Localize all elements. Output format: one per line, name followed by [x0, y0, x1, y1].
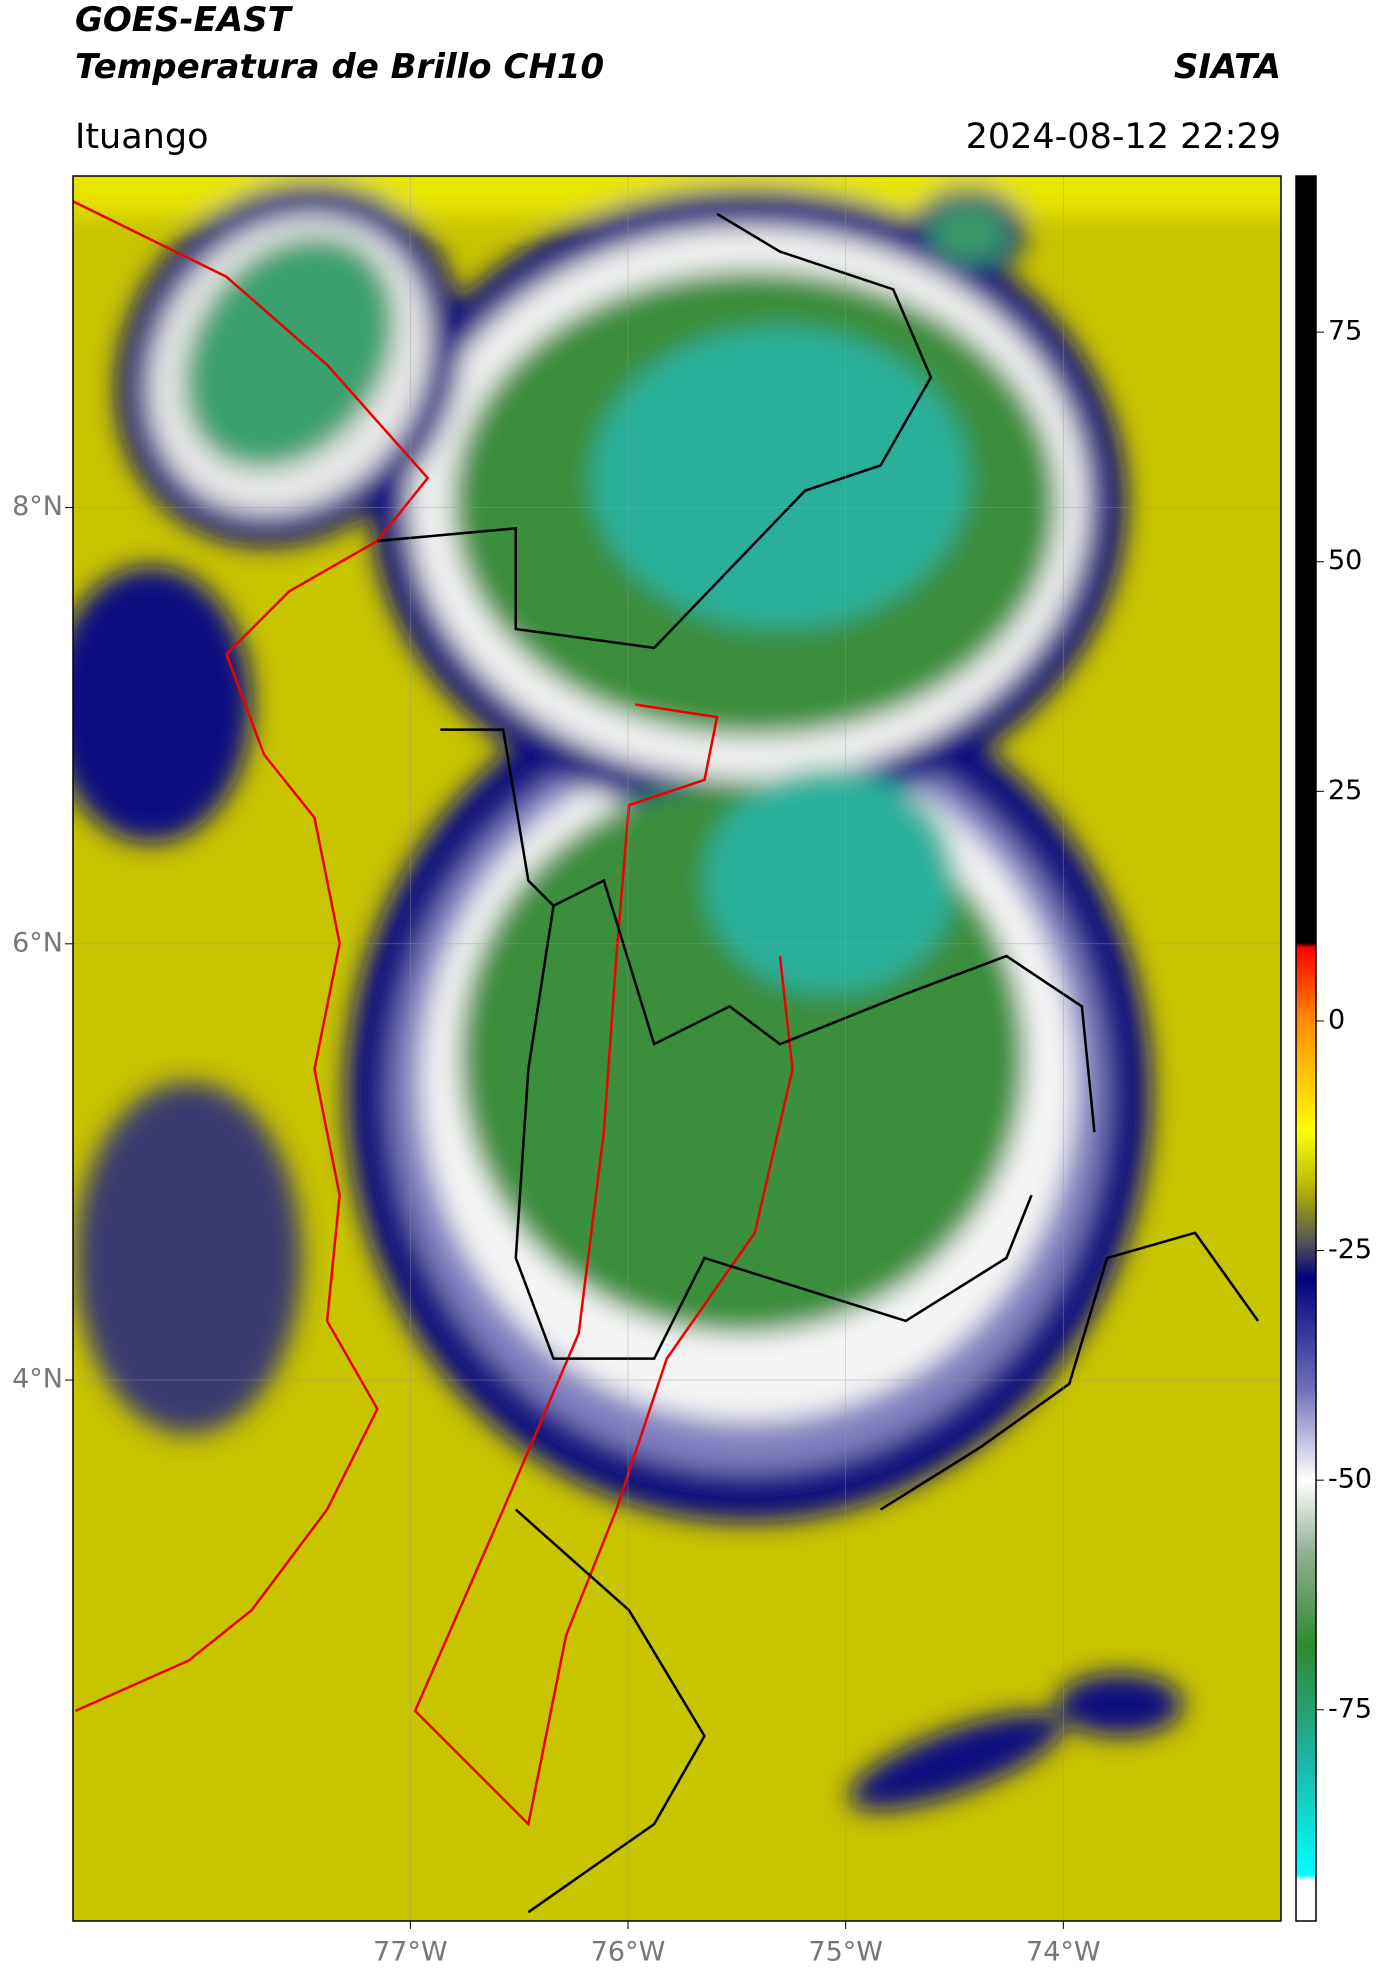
- colorbar-tick-label: 25: [1328, 775, 1362, 806]
- y-tick-label: 6°N: [12, 927, 63, 958]
- datetime: 2024-08-12 22:29: [966, 117, 1281, 157]
- y-tick-label: 4°N: [12, 1364, 63, 1395]
- satellite-image: [73, 176, 1281, 1921]
- axes: 77°W 76°W 75°W 74°W 8°N 6°N 4°N 75 50 25 0 -25 -50 -7…: [12, 176, 1372, 1968]
- colorbar-tick-label: 0: [1328, 1004, 1345, 1035]
- source: SIATA: [1174, 47, 1281, 87]
- subtitle: Temperatura de Brillo CH10: [75, 47, 604, 87]
- location: Ituango: [75, 117, 209, 157]
- colorbar: [1295, 175, 1317, 1922]
- x-tick-label: 76°W: [591, 1937, 666, 1968]
- y-tick-label: 8°N: [12, 491, 63, 522]
- x-tick-label: 75°W: [808, 1937, 883, 1968]
- colorbar-tick-label: 75: [1328, 316, 1362, 347]
- map-frame: [72, 175, 1282, 1922]
- title: GOES-EAST: [75, 0, 294, 40]
- colorbar-tick-label: -25: [1328, 1234, 1372, 1265]
- x-tick-label: 77°W: [373, 1937, 448, 1968]
- colorbar-tick-label: 50: [1328, 545, 1362, 576]
- colorbar-tick-label: -50: [1328, 1464, 1372, 1495]
- colorbar-tick-label: -75: [1328, 1693, 1372, 1724]
- x-tick-label: 74°W: [1026, 1937, 1101, 1968]
